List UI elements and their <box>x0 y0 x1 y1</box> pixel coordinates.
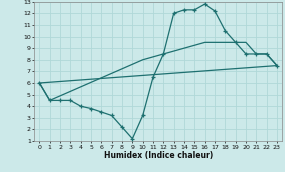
X-axis label: Humidex (Indice chaleur): Humidex (Indice chaleur) <box>103 151 213 160</box>
